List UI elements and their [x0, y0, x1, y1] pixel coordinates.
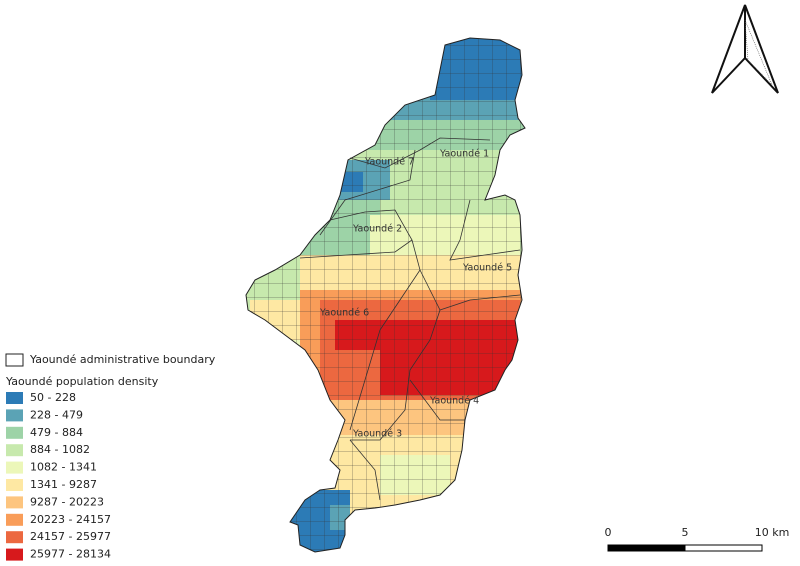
district-label: Yaoundé 4	[429, 396, 479, 407]
legend-label: 50 - 228	[30, 391, 76, 404]
legend-swatch	[6, 461, 23, 474]
legend-label: 228 - 479	[30, 408, 83, 421]
legend-label: 20223 - 24157	[30, 513, 111, 526]
scale-label: 10 km	[755, 526, 790, 539]
legend-label: 24157 - 25977	[30, 530, 111, 543]
legend-label: 9287 - 20223	[30, 495, 104, 508]
legend-swatch	[6, 479, 23, 491]
legend-swatch	[6, 409, 23, 422]
legend-label: 884 - 1082	[30, 443, 90, 456]
legend-label: Yaoundé administrative boundary	[29, 353, 216, 366]
district-label: Yaoundé 6	[319, 308, 369, 319]
district-lines	[299, 137, 521, 501]
legend-swatch	[6, 531, 23, 544]
district-labels: Yaoundé 1 Yaoundé 7 Yaoundé 2 Yaoundé 5 …	[319, 149, 512, 440]
scale-bar: 0 5 10 km	[605, 526, 790, 552]
district-label: Yaoundé 2	[352, 224, 402, 235]
legend-title: Yaoundé population density	[5, 375, 159, 388]
legend-label: 1082 - 1341	[30, 461, 97, 474]
legend-swatch	[6, 548, 23, 561]
legend-swatch	[6, 513, 23, 526]
legend-swatch	[6, 426, 23, 439]
scale-label: 5	[682, 526, 689, 539]
boundary-swatch	[5, 353, 24, 367]
district-label: Yaoundé 7	[364, 157, 414, 168]
legend-label: 25977 - 28134	[30, 548, 111, 561]
density-grid	[246, 38, 525, 552]
district-label: Yaoundé 5	[462, 263, 512, 274]
district-label: Yaoundé 1	[439, 149, 489, 160]
district-label: Yaoundé 3	[352, 429, 402, 440]
legend-swatch	[6, 496, 23, 509]
legend-swatch	[6, 392, 23, 404]
legend-label: 1341 - 9287	[30, 478, 97, 491]
legend-swatch	[6, 444, 23, 457]
legend-label: 479 - 884	[30, 426, 83, 439]
north-arrow	[711, 4, 779, 94]
scale-label: 0	[605, 526, 612, 539]
legend: Yaoundé administrative boundary Yaoundé …	[5, 353, 216, 561]
